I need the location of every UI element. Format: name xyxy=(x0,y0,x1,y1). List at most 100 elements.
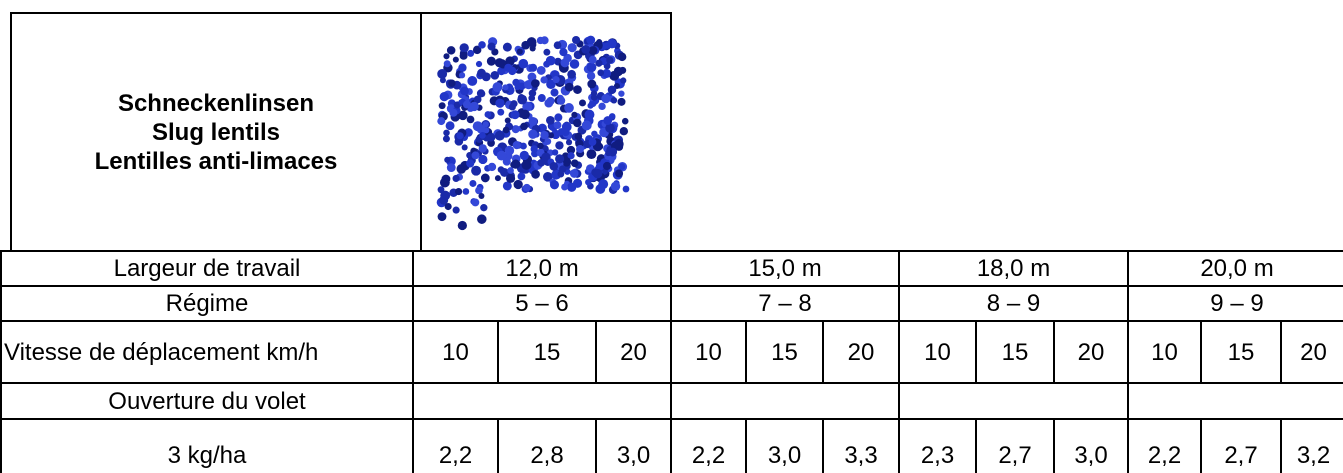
bead xyxy=(614,66,623,75)
table-cell: 15,0 m xyxy=(670,250,900,287)
bead xyxy=(622,117,629,124)
bead xyxy=(593,168,603,178)
bead xyxy=(608,85,617,94)
bead xyxy=(444,60,451,67)
bead xyxy=(603,116,612,125)
bead xyxy=(597,69,604,76)
bead xyxy=(537,142,543,148)
bead xyxy=(445,202,452,209)
bead xyxy=(598,102,605,109)
bead xyxy=(587,102,593,108)
bead xyxy=(458,220,467,229)
bead xyxy=(514,179,523,188)
bead xyxy=(623,185,630,192)
bead xyxy=(453,56,459,62)
bead xyxy=(573,85,582,94)
bead xyxy=(477,214,487,224)
bead xyxy=(619,163,626,170)
table-cell xyxy=(1127,382,1343,420)
bead xyxy=(618,52,626,60)
header-cell: Schneckenlinsen Slug lentils Lentilles a… xyxy=(10,12,422,252)
bead xyxy=(453,174,460,181)
bead xyxy=(472,151,480,159)
bead xyxy=(447,163,456,172)
bead xyxy=(481,173,490,182)
bead xyxy=(456,132,463,139)
bead xyxy=(439,70,447,78)
table-cell: 3,0 xyxy=(745,418,824,473)
bead xyxy=(620,127,628,135)
bead xyxy=(611,97,617,103)
bead xyxy=(614,139,624,149)
bead xyxy=(467,49,474,56)
bead xyxy=(479,144,487,152)
bead xyxy=(541,36,549,44)
bead xyxy=(581,44,590,53)
bead xyxy=(555,154,564,163)
bead xyxy=(579,99,586,106)
bead xyxy=(529,116,538,125)
bead xyxy=(606,56,613,63)
bead xyxy=(538,94,546,102)
bead xyxy=(585,178,591,184)
bead xyxy=(462,144,468,150)
bead xyxy=(618,90,624,96)
bead xyxy=(561,183,568,190)
bead xyxy=(521,40,530,49)
bead xyxy=(458,63,466,71)
bead xyxy=(572,35,580,43)
bead xyxy=(559,47,567,55)
bead xyxy=(478,192,484,198)
bead xyxy=(591,93,598,100)
bead xyxy=(479,132,486,139)
bead xyxy=(518,172,526,180)
table-cell: 10 xyxy=(898,320,977,384)
bead xyxy=(507,167,514,174)
table-cell: 3,0 xyxy=(1053,418,1129,473)
table-cell: 3,2 xyxy=(1280,418,1343,473)
bead xyxy=(511,110,520,119)
table-cell: 2,2 xyxy=(670,418,747,473)
bead xyxy=(540,130,548,138)
bead xyxy=(503,126,510,133)
bead xyxy=(587,62,597,72)
bead xyxy=(549,162,558,171)
header-line: Slug lentils xyxy=(152,118,280,147)
bead xyxy=(444,156,450,162)
page: Schneckenlinsen Slug lentils Lentilles a… xyxy=(0,0,1343,473)
bead xyxy=(571,159,579,167)
table-cell: 20,0 m xyxy=(1127,250,1343,287)
table-cell: 3,3 xyxy=(822,418,900,473)
table-cell: 2,7 xyxy=(975,418,1055,473)
bead xyxy=(519,58,529,68)
bead xyxy=(448,79,455,86)
table-cell: 15 xyxy=(1200,320,1282,384)
bead xyxy=(463,188,470,195)
bead xyxy=(520,109,530,119)
bead xyxy=(620,77,626,83)
bead xyxy=(568,183,575,190)
bead xyxy=(550,180,559,189)
bead xyxy=(513,141,521,149)
bead xyxy=(495,130,505,140)
bead xyxy=(453,206,460,213)
table-cell: 15 xyxy=(497,320,597,384)
bead xyxy=(438,212,447,221)
table-cell: 7 – 8 xyxy=(670,285,900,322)
bead xyxy=(587,79,596,88)
bead xyxy=(503,42,512,51)
bead xyxy=(618,97,626,105)
bead xyxy=(575,132,583,140)
table-cell: 10 xyxy=(412,320,499,384)
bead xyxy=(460,51,468,59)
table-cell: 10 xyxy=(1127,320,1202,384)
bead xyxy=(558,128,565,135)
bead xyxy=(495,58,504,67)
table-cell: 8 – 9 xyxy=(898,285,1129,322)
bead xyxy=(459,72,465,78)
bead xyxy=(566,139,572,145)
bead xyxy=(550,88,558,96)
bead xyxy=(468,76,475,83)
bead xyxy=(554,113,562,121)
table-cell: 2,3 xyxy=(898,418,977,473)
